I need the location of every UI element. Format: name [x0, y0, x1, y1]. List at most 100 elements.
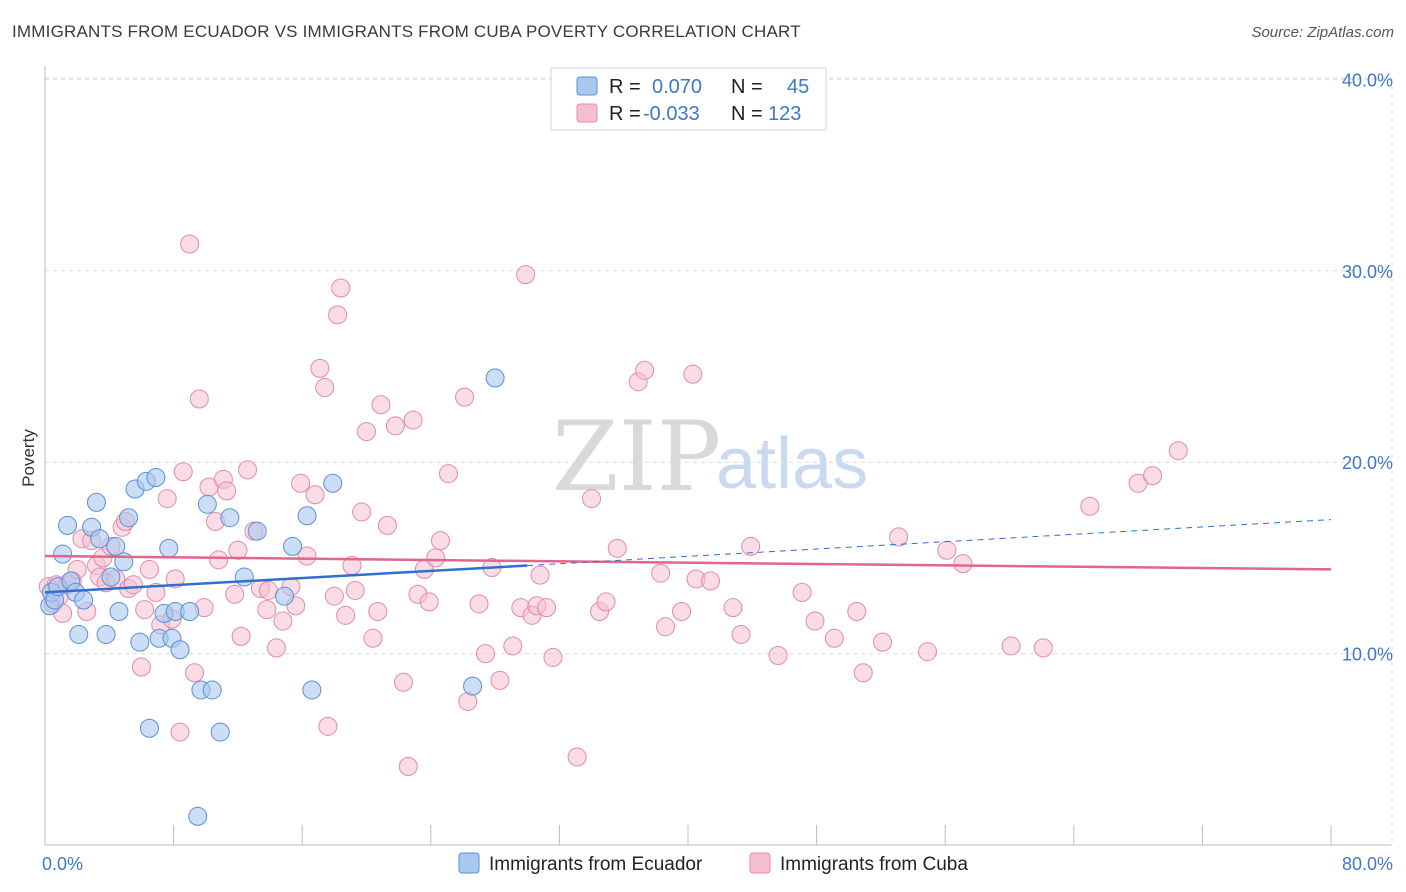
cuba-point: [824, 628, 844, 648]
cuba-point: [310, 358, 330, 378]
legend-r-label-ecuador: R =: [609, 76, 641, 98]
trend-lines: [44, 519, 1332, 594]
cuba-point: [655, 617, 675, 637]
cuba-point: [1168, 441, 1188, 461]
series-legend-label-cuba: Immigrants from Cuba: [780, 854, 968, 875]
ecuador-point: [69, 624, 89, 644]
cuba-point: [430, 531, 450, 551]
cuba-point: [873, 632, 893, 652]
cuba-point: [889, 527, 909, 547]
legend-r-value-ecuador: 0.070: [652, 76, 702, 98]
cuba-point: [209, 550, 229, 570]
legend-r-value-cuba: -0.033: [643, 103, 700, 125]
source-credit: Source: ZipAtlas.com: [1251, 24, 1394, 41]
cuba-point: [189, 389, 209, 409]
cuba-point: [297, 546, 317, 566]
cuba-point: [426, 548, 446, 568]
cuba-point: [741, 536, 761, 556]
cuba-point: [123, 575, 143, 595]
x-tick-label: 80.0%: [1342, 854, 1393, 874]
ecuador-point: [114, 552, 134, 572]
ecuador-point: [159, 538, 179, 558]
ecuador-point: [170, 640, 190, 660]
ecuador-point: [188, 806, 208, 826]
cuba-point: [1143, 466, 1163, 486]
cuba-point: [438, 464, 458, 484]
ecuador-point: [74, 590, 94, 610]
ecuador-point: [106, 536, 126, 556]
y-tick-label: 10.0%: [1342, 645, 1393, 665]
ecuador-point: [197, 494, 217, 514]
cuba-point: [305, 485, 325, 505]
y-axis-label: Poverty: [19, 429, 38, 487]
cuba-trend-line: [44, 554, 1332, 571]
ecuador-point: [323, 473, 343, 493]
series-legend-swatch-cuba: [749, 852, 771, 874]
cuba-point: [731, 624, 751, 644]
cuba-point: [336, 605, 356, 625]
series-legend-swatch-ecuador: [458, 852, 480, 874]
legend-n-value-cuba: 123: [768, 103, 801, 125]
ecuador-point: [139, 718, 159, 738]
cuba-point: [238, 460, 258, 480]
cuba-point: [345, 580, 365, 600]
cuba-point: [135, 600, 155, 620]
legend-n-label-cuba: N =: [731, 103, 763, 125]
ecuador-point: [101, 567, 121, 587]
ecuador-point: [210, 722, 230, 742]
cuba-point: [805, 611, 825, 631]
cuba-point: [543, 647, 563, 667]
cuba-point: [567, 747, 587, 767]
cuba-point: [377, 515, 397, 535]
cuba-point: [853, 663, 873, 683]
ecuador-point: [275, 586, 295, 606]
ecuador-point: [247, 521, 267, 541]
cuba-point: [157, 489, 177, 509]
cuba-point: [792, 582, 812, 602]
ecuador-point: [283, 536, 303, 556]
cuba-point: [139, 559, 159, 579]
ecuador-point: [53, 544, 73, 564]
y-tick-label: 30.0%: [1342, 262, 1393, 282]
ecuador-point: [86, 492, 106, 512]
ecuador-trend-extension: [527, 519, 1332, 567]
cuba-point: [324, 586, 344, 606]
cuba-point: [455, 387, 475, 407]
watermark-zip: ZIP: [552, 401, 721, 513]
cuba-point: [257, 600, 277, 620]
cuba-point: [371, 395, 391, 415]
ecuador-point: [297, 506, 317, 526]
ecuador-point: [96, 624, 116, 644]
y-tick-label: 20.0%: [1342, 453, 1393, 473]
cuba-point: [596, 592, 616, 612]
cuba-point: [672, 601, 692, 621]
cuba-point: [184, 663, 204, 683]
cuba-point: [352, 502, 372, 522]
cuba-point: [516, 265, 536, 285]
cuba-point: [582, 489, 602, 509]
legend-n-value-ecuador: 45: [787, 76, 809, 98]
cuba-point: [1080, 496, 1100, 516]
cuba-point: [217, 481, 237, 501]
cuba-point: [315, 378, 335, 398]
ecuador-trend-line: [44, 564, 528, 594]
cuba-point: [180, 234, 200, 254]
series-legend: Immigrants from Ecuador Immigrants from …: [458, 852, 968, 875]
cuba-point: [273, 611, 293, 631]
cuba-point: [146, 582, 166, 602]
cuba-point: [231, 626, 251, 646]
ecuador-point: [234, 567, 254, 587]
correlation-legend: R = 0.070 N = 45 R = -0.033 N = 123: [550, 67, 827, 131]
cuba-point: [291, 473, 311, 493]
cuba-point: [331, 278, 351, 298]
ecuador-points: [40, 368, 505, 826]
ecuador-point: [302, 680, 322, 700]
cuba-point: [847, 601, 867, 621]
y-tick-label: 40.0%: [1342, 70, 1393, 90]
cuba-point: [131, 657, 151, 677]
ecuador-point: [130, 632, 150, 652]
cuba-point: [258, 580, 278, 600]
cuba-point: [403, 410, 423, 430]
cuba-point: [651, 563, 671, 583]
ecuador-point: [202, 680, 222, 700]
